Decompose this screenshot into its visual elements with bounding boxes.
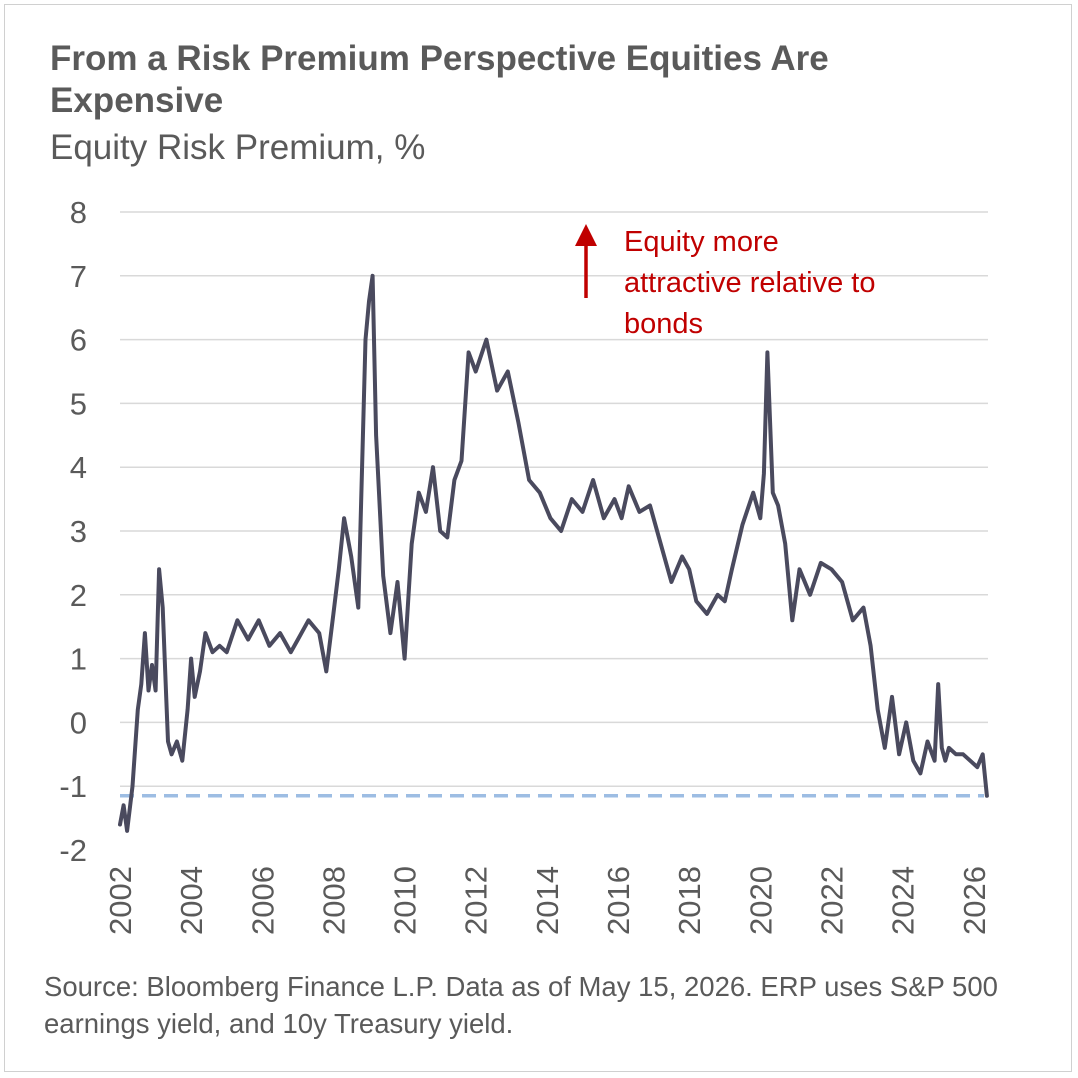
x-tick-label: 2016 <box>601 866 636 935</box>
erp-series-line <box>118 273 989 833</box>
y-tick-label: 5 <box>70 386 87 421</box>
y-tick-label: 4 <box>70 450 87 485</box>
x-tick-label: 2002 <box>103 866 138 935</box>
y-tick-label: 6 <box>70 323 87 358</box>
y-tick-label: -2 <box>59 833 87 868</box>
y-tick-label: 8 <box>70 195 87 230</box>
x-tick-label: 2020 <box>743 866 778 935</box>
annotation-line: attractive relative to <box>624 267 876 299</box>
y-tick-label: 0 <box>70 705 87 740</box>
annotation-line: bonds <box>624 308 704 340</box>
x-tick-label: 2026 <box>957 866 992 935</box>
annotation-text: Equity more attractive relative to bonds <box>624 222 875 345</box>
y-tick-label: -1 <box>59 769 87 804</box>
annotation-line: Equity more <box>624 226 779 258</box>
x-axis-labels: 2002 2004 2006 2008 2010 2012 2014 2016 2018 2020… <box>103 866 992 935</box>
x-tick-label: 2004 <box>174 866 209 935</box>
x-tick-label: 2014 <box>530 866 565 935</box>
x-tick-label: 2012 <box>459 866 494 935</box>
y-axis-labels: 8 7 6 5 4 3 2 1 0 -1 -2 <box>59 195 87 868</box>
y-tick-label: 7 <box>70 259 87 294</box>
y-tick-label: 2 <box>70 578 87 613</box>
x-tick-label: 2022 <box>814 866 849 935</box>
y-tick-label: 3 <box>70 514 87 549</box>
x-tick-label: 2024 <box>886 866 921 935</box>
x-tick-label: 2018 <box>672 866 707 935</box>
x-tick-label: 2006 <box>245 866 280 935</box>
up-arrow-icon <box>575 224 597 298</box>
source-note: Source: Bloomberg Finance L.P. Data as o… <box>44 971 998 1039</box>
y-tick-label: 1 <box>70 642 87 677</box>
x-tick-label: 2008 <box>316 866 351 935</box>
gridlines <box>120 211 988 787</box>
chart-subtitle: Equity Risk Premium, % <box>50 128 426 167</box>
chart-frame <box>4 4 1072 1072</box>
x-tick-label: 2010 <box>388 866 423 935</box>
chart-title: From a Risk Premium Perspective Equities… <box>50 39 829 120</box>
